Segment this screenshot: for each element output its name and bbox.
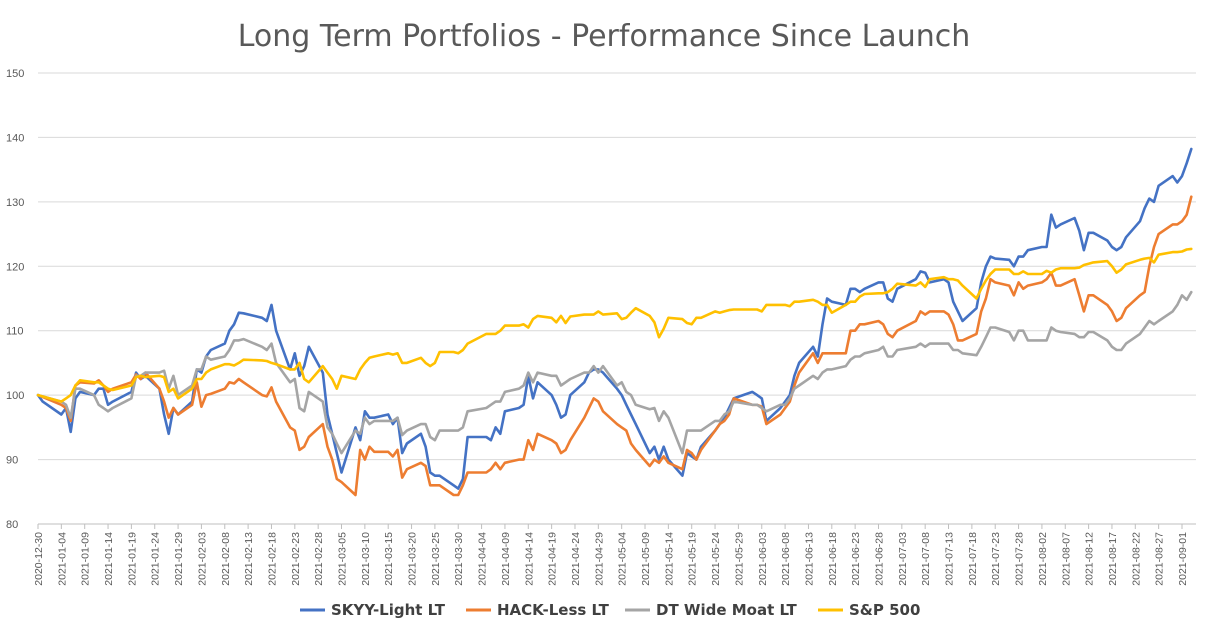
x-tick-label: 2021-01-24 (150, 532, 162, 586)
x-tick-label: 2021-05-04 (617, 532, 629, 586)
x-tick-label: 2021-02-23 (290, 532, 302, 586)
x-tick-label: 2021-05-29 (733, 532, 745, 586)
x-tick-label: 2021-07-13 (944, 532, 956, 586)
x-tick-label: 2021-04-09 (500, 532, 512, 586)
x-tick-label: 2021-08-02 (1037, 532, 1049, 586)
x-tick-label: 2020-12-30 (33, 532, 45, 586)
x-tick-label: 2021-03-30 (453, 532, 465, 586)
legend-label: SKYY-Light LT (331, 601, 446, 619)
y-tick-label: 120 (6, 261, 24, 273)
x-tick-label: 2021-07-18 (967, 532, 979, 586)
series-line-0 (36, 147, 1193, 490)
y-tick-label: 80 (6, 519, 18, 531)
y-tick-label: 90 (6, 455, 18, 467)
x-tick-label: 2021-01-04 (56, 532, 68, 586)
x-tick-label: 2021-03-10 (360, 532, 372, 586)
x-tick-label: 2021-06-18 (827, 532, 839, 586)
chart-title: Long Term Portfolios - Performance Since… (238, 19, 970, 54)
x-tick-label: 2021-05-09 (640, 532, 652, 586)
x-tick-label: 2021-03-05 (337, 532, 349, 586)
x-tick-label: 2021-05-19 (687, 532, 699, 586)
x-tick-label: 2021-06-28 (873, 532, 885, 586)
x-tick-label: 2021-01-14 (103, 532, 115, 586)
y-tick-label: 150 (6, 68, 24, 80)
legend: SKYY-Light LT HACK-Less LT DT Wide Moat LT… (300, 601, 920, 619)
x-tick-label: 2021-08-22 (1130, 532, 1142, 586)
gridlines (38, 72, 1196, 525)
x-tick-label: 2021-02-13 (243, 532, 255, 586)
series-line-3 (36, 247, 1193, 403)
x-tick-label: 2021-02-18 (266, 532, 278, 586)
x-tick-label: 2021-02-03 (196, 532, 208, 586)
x-tick-label: 2021-07-08 (920, 532, 932, 586)
x-tick-label: 2021-07-23 (990, 532, 1002, 586)
x-tick-label: 2021-07-28 (1014, 532, 1026, 586)
x-tick-label: 2021-04-14 (523, 532, 535, 586)
x-tick-label: 2021-05-24 (710, 532, 722, 586)
y-tick-label: 110 (6, 326, 24, 338)
legend-label: DT Wide Moat LT (656, 601, 798, 619)
x-tick-label: 2021-06-03 (757, 532, 769, 586)
x-tick-label: 2021-02-08 (220, 532, 232, 586)
x-tick-label: 2021-06-13 (803, 532, 815, 586)
x-tick-label: 2021-06-23 (850, 532, 862, 586)
x-tick-label: 2021-04-19 (547, 532, 559, 586)
x-tick-label: 2021-08-17 (1107, 532, 1119, 586)
x-tick-label: 2021-03-25 (430, 532, 442, 586)
x-tick-label: 2021-07-03 (897, 532, 909, 586)
x-tick-label: 2021-01-29 (173, 532, 185, 586)
x-tick-label: 2021-06-08 (780, 532, 792, 586)
x-tick-label: 2021-03-20 (407, 532, 419, 586)
series-line-1 (36, 195, 1193, 497)
x-tick-label: 2021-01-09 (80, 532, 92, 586)
legend-label: S&P 500 (849, 601, 920, 619)
x-tick-label: 2021-02-28 (313, 532, 325, 586)
series-line-2 (36, 290, 1193, 455)
x-tick-label: 2021-03-15 (383, 532, 395, 586)
y-tick-label: 100 (6, 390, 24, 402)
x-axis: 2020-12-30 2021-01-04 2021-01-09 2021-01-14… (33, 524, 1189, 586)
x-tick-label: 2021-01-19 (126, 532, 138, 586)
x-tick-label: 2021-04-04 (477, 532, 489, 586)
x-tick-label: 2021-08-12 (1084, 532, 1096, 586)
series-lines (36, 147, 1193, 497)
x-tick-label: 2021-04-24 (570, 532, 582, 586)
x-tick-label: 2021-04-29 (593, 532, 605, 586)
legend-label: HACK-Less LT (497, 601, 610, 619)
y-tick-label: 140 (6, 132, 24, 144)
x-tick-label: 2021-08-27 (1154, 532, 1166, 586)
x-tick-label: 2021-08-07 (1060, 532, 1072, 586)
x-tick-label: 2021-05-14 (663, 532, 675, 586)
y-tick-label: 130 (6, 197, 24, 209)
x-tick-label: 2021-09-01 (1177, 532, 1189, 586)
y-axis: 80 90 100 110 120 130 140 150 (6, 68, 24, 531)
